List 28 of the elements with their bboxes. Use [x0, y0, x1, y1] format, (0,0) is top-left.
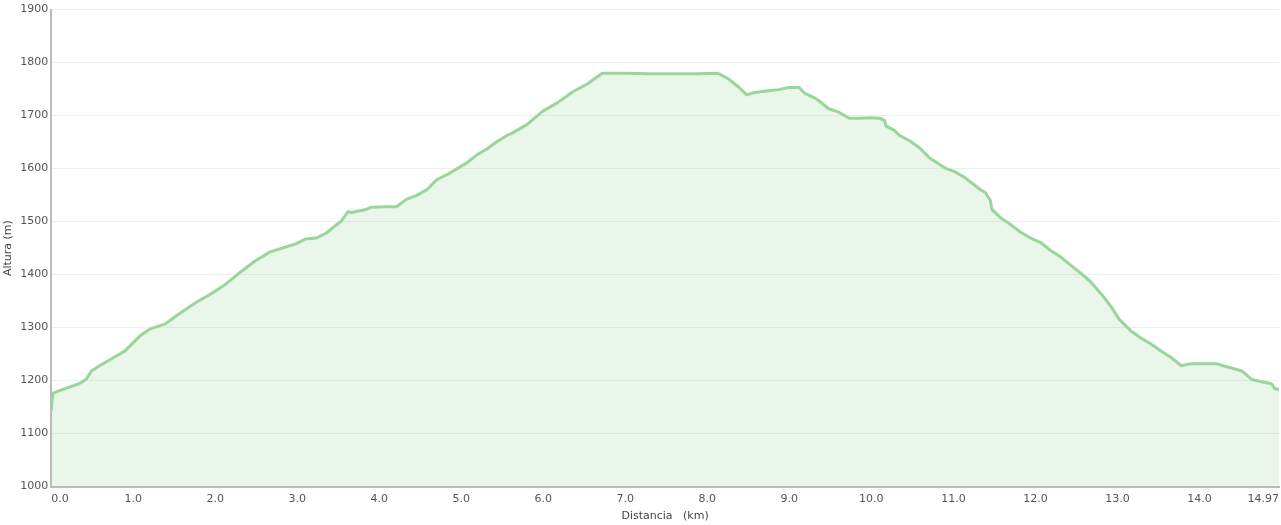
x-tick-label: 6.0 [534, 492, 553, 506]
x-axis-title: Distancia (km) [621, 509, 709, 523]
y-tick-label: 1200 [20, 373, 49, 387]
x-tick-label: 10.0 [859, 492, 884, 506]
y-tick-label: 1400 [20, 267, 49, 281]
x-tick-label: 8.0 [698, 492, 717, 506]
x-tick-label: 0.0 [51, 492, 69, 506]
y-axis-title: Altura (m) [1, 220, 15, 277]
x-tick-label: 3.0 [288, 492, 306, 506]
y-tick-label: 1500 [20, 214, 49, 228]
y-tick-label: 1300 [20, 320, 49, 334]
x-tick-label: 13.0 [1105, 492, 1130, 506]
x-tick-label: 14.97 [1247, 492, 1279, 506]
x-tick-label: 1.0 [124, 492, 142, 506]
y-tick-label: 1900 [20, 2, 49, 16]
y-tick-label: 1600 [20, 161, 49, 175]
x-tick-label: 14.0 [1187, 492, 1212, 506]
y-tick-label: 1800 [20, 55, 49, 69]
y-tick-label: 1000 [20, 479, 49, 493]
x-tick-label: 12.0 [1023, 492, 1048, 506]
x-tick-label: 9.0 [780, 492, 799, 506]
y-tick-label: 1700 [20, 108, 49, 122]
x-tick-label: 5.0 [452, 492, 471, 506]
x-tick-label: 4.0 [370, 492, 389, 506]
x-tick-label: 2.0 [206, 492, 224, 506]
x-tick-label: 7.0 [616, 492, 635, 506]
y-tick-label: 1100 [20, 426, 49, 440]
x-tick-label: 11.0 [941, 492, 966, 506]
